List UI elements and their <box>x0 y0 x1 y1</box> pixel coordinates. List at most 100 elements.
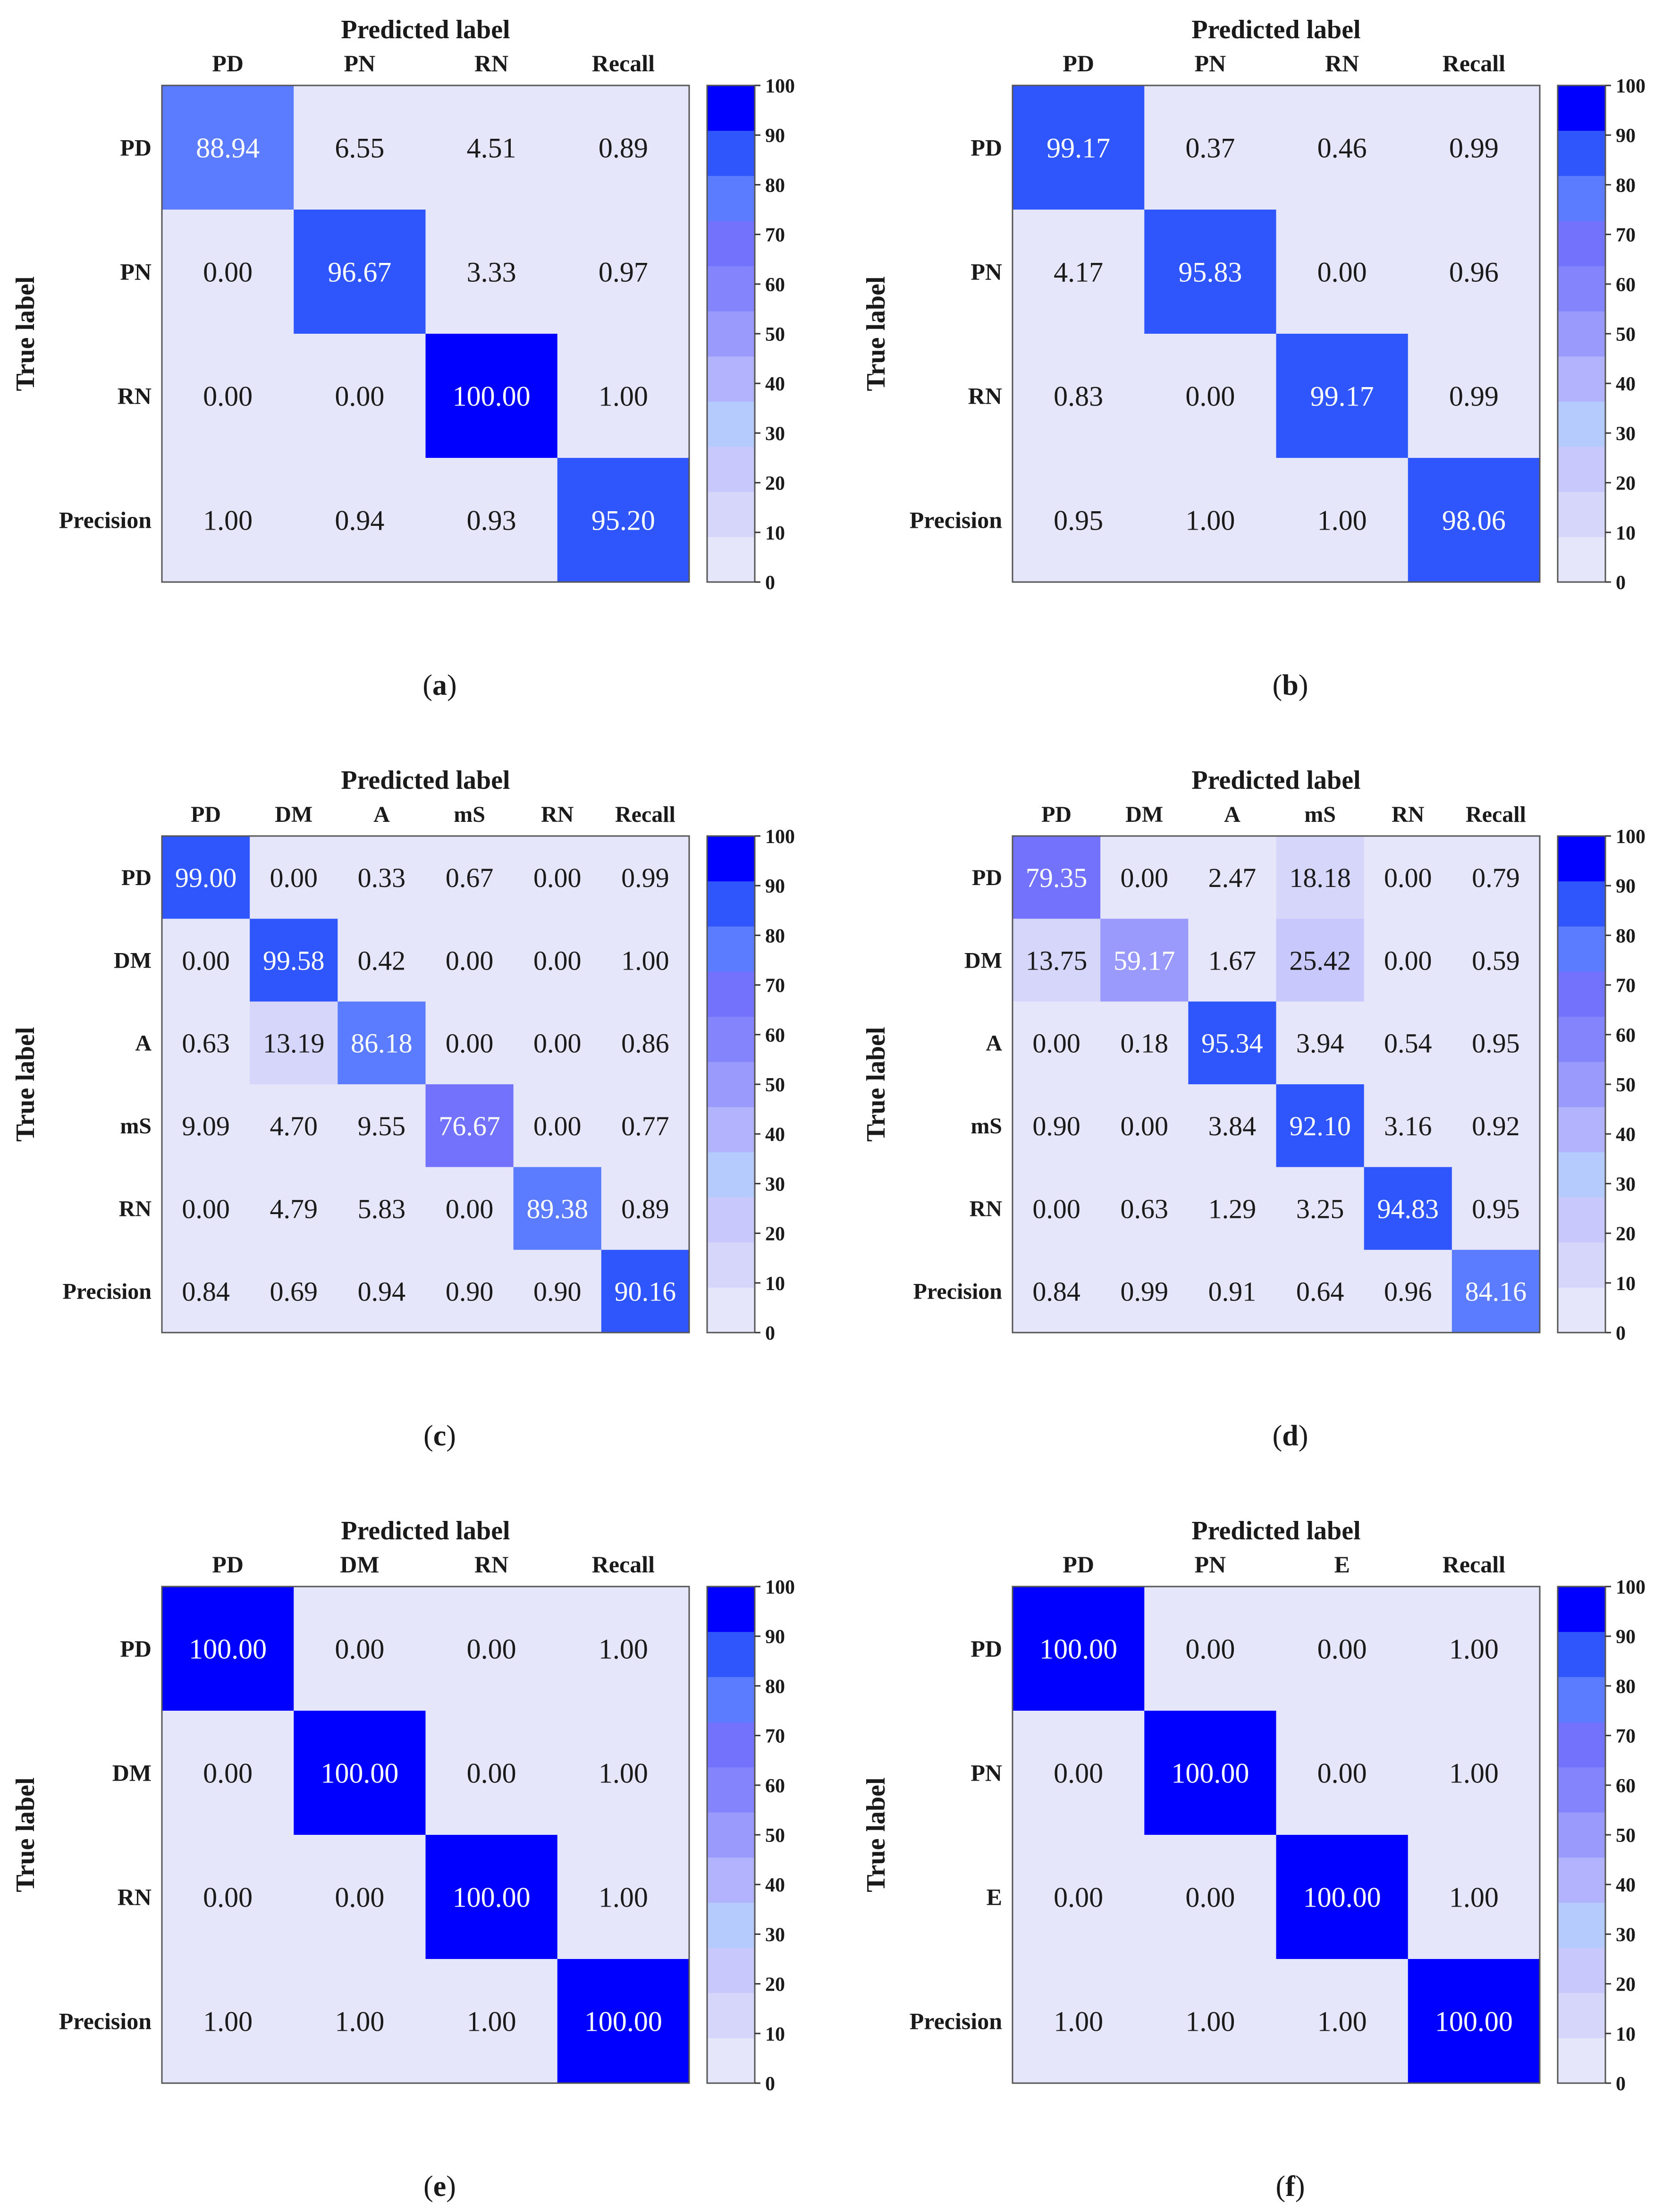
heatmap-cell <box>1188 836 1276 919</box>
heatmap-cell <box>557 458 690 583</box>
colorbar-tick-label: 40 <box>1616 1874 1636 1896</box>
cell-value: 0.63 <box>1121 1193 1169 1224</box>
row-label: E <box>987 1884 1002 1910</box>
cell-value: 3.25 <box>1296 1193 1344 1224</box>
colorbar-segment <box>707 1948 755 1993</box>
cell-value: 79.35 <box>1026 862 1088 893</box>
cell-value: 99.58 <box>263 945 325 976</box>
heatmap-cell <box>338 836 426 919</box>
column-label: DM <box>1125 802 1163 827</box>
heatmap-cell <box>338 1084 426 1167</box>
cell-value: 1.00 <box>599 1634 648 1665</box>
colorbar-tick-label: 60 <box>1616 1025 1636 1047</box>
colorbar-segment <box>707 1062 755 1107</box>
cell-value: 1.00 <box>599 1882 648 1913</box>
cell-value: 0.00 <box>446 945 494 976</box>
cell-value: 100.00 <box>453 381 531 412</box>
colorbar-segment <box>1558 1242 1605 1288</box>
cell-value: 0.00 <box>1054 1758 1103 1789</box>
heatmap-cell <box>1013 919 1101 1002</box>
cell-value: 0.63 <box>182 1028 230 1059</box>
cell-value: 0.84 <box>182 1276 230 1307</box>
heatmap-cell <box>1276 210 1409 334</box>
cell-value: 1.29 <box>1208 1193 1257 1224</box>
colorbar-tick-label: 80 <box>765 175 785 196</box>
colorbar-tick-label: 20 <box>765 1224 785 1245</box>
heatmap-cell <box>250 1250 338 1333</box>
column-label: PN <box>1195 1551 1226 1578</box>
cell-value: 0.00 <box>533 862 582 893</box>
colorbar-tick-label: 50 <box>1616 324 1636 346</box>
heatmap-cell <box>1013 1835 1145 1959</box>
cell-value: 0.96 <box>1449 257 1499 288</box>
cell-value: 88.94 <box>196 133 260 164</box>
heatmap-cell <box>294 1711 426 1835</box>
colorbar-segment <box>707 1812 755 1858</box>
colorbar-tick-label: 60 <box>1616 274 1636 296</box>
heatmap-cell <box>557 1959 690 2084</box>
y-axis-title: True label <box>11 1777 40 1892</box>
cell-value: 1.00 <box>599 1758 648 1789</box>
heatmap-cell <box>1408 458 1540 583</box>
colorbar-segment <box>707 176 755 221</box>
heatmap-cell <box>425 1959 558 2084</box>
colorbar-segment <box>1558 836 1605 882</box>
cell-value: 0.00 <box>335 1634 384 1665</box>
panel-label-letter: e <box>433 2170 447 2203</box>
cell-value: 0.00 <box>182 1193 230 1224</box>
confusion-matrix-panel-e: Predicted label PD DM RN Recall PD DM RN Precisi… <box>11 1516 795 2203</box>
matrix-frame <box>161 1586 690 2084</box>
colorbar-tick-label: 40 <box>765 1124 785 1146</box>
heatmap-cell <box>338 1250 426 1333</box>
panel-label: (f) <box>1276 2170 1305 2203</box>
cell-value: 1.00 <box>1449 1882 1499 1913</box>
colorbar-segment <box>1558 1062 1605 1107</box>
heatmap-cell <box>1408 1587 1540 1711</box>
colorbar-segment <box>1558 85 1605 131</box>
cell-value: 0.00 <box>533 945 582 976</box>
cell-value: 1.00 <box>1317 2006 1367 2037</box>
heatmap-cell <box>1144 458 1276 583</box>
column-label: PD <box>1063 50 1094 76</box>
heatmap-cell <box>294 1587 426 1711</box>
cell-value: 96.67 <box>328 257 391 288</box>
cell-value: 100.00 <box>1171 1758 1249 1789</box>
cell-value: 3.94 <box>1296 1028 1344 1059</box>
heatmap-cell <box>1188 1167 1276 1250</box>
column-label: Recall <box>615 802 675 827</box>
cell-value: 4.51 <box>467 133 516 164</box>
heatmap-cell <box>250 1001 338 1085</box>
colorbar-segment <box>707 881 755 927</box>
column-label: E <box>1334 1551 1350 1578</box>
cell-value: 59.17 <box>1114 945 1175 976</box>
colorbar-tick-label: 100 <box>1616 1577 1646 1598</box>
colorbar-tick-label: 10 <box>1616 523 1636 544</box>
colorbar-segment <box>707 1677 755 1722</box>
heatmap-cell <box>162 1001 250 1085</box>
heatmap-cell <box>557 1587 690 1711</box>
row-label: mS <box>120 1114 152 1139</box>
column-label: Recall <box>592 50 655 76</box>
row-label: RN <box>119 1196 152 1221</box>
cell-value: 0.00 <box>1185 1634 1235 1665</box>
heatmap-cell <box>425 1711 558 1835</box>
column-label: PD <box>212 1551 244 1578</box>
cell-value: 0.00 <box>533 1111 582 1141</box>
cell-value: 0.00 <box>182 945 230 976</box>
heatmap-cell <box>1408 85 1540 210</box>
cell-value: 0.00 <box>1317 257 1367 288</box>
cell-value: 99.00 <box>175 862 237 893</box>
heatmap-cell <box>162 919 250 1002</box>
colorbar-tick-label: 50 <box>1616 1825 1636 1847</box>
colorbar-segment <box>707 447 755 492</box>
heatmap-cell <box>1144 1711 1276 1835</box>
colorbar-tick-label: 80 <box>765 925 785 947</box>
matrix-frame <box>161 84 690 583</box>
y-axis-title: True label <box>11 276 40 391</box>
panel-label: (d) <box>1273 1420 1308 1452</box>
cell-value: 90.16 <box>615 1276 676 1307</box>
x-axis-title: Predicted label <box>341 766 510 795</box>
heatmap-cell <box>162 210 294 334</box>
heatmap-cell <box>1364 1001 1452 1085</box>
